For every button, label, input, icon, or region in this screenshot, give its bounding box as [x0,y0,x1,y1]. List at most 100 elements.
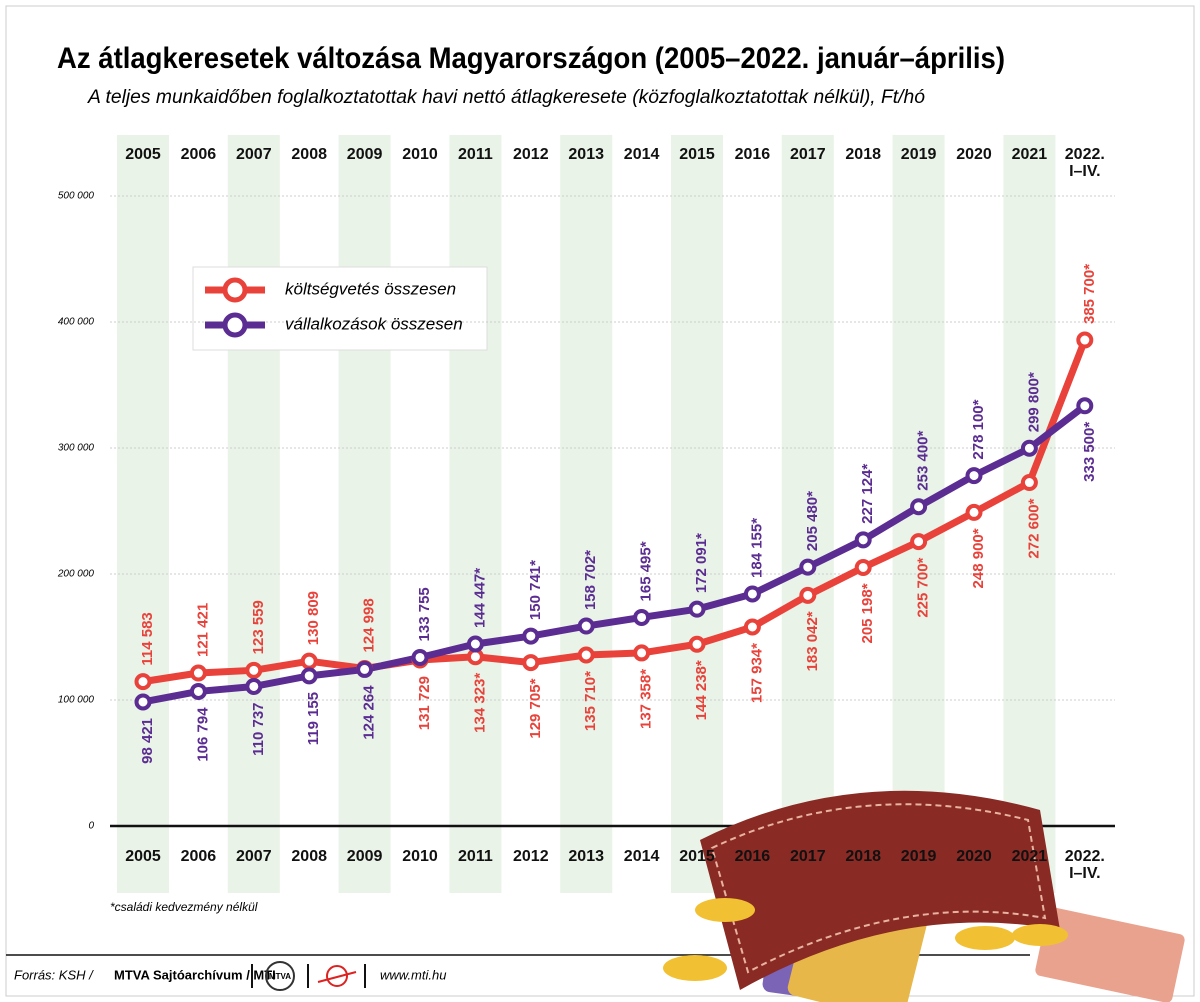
x-tick-label: 2017 [790,146,826,163]
column-band [671,135,723,893]
data-point [522,627,540,645]
x-tick-label: 2014 [623,146,660,163]
data-label: 225 700* [915,557,932,617]
data-label: 133 755 [416,587,433,641]
x-tick-label: 2010 [402,848,438,865]
legend-label: vállalkozások összesen [285,314,463,333]
data-point [189,664,207,682]
data-label: 253 400* [915,430,932,490]
series-line [142,403,1087,706]
data-label: 134 323* [471,673,488,733]
data-label: 123 559 [250,600,267,654]
data-point [688,600,706,618]
data-point [854,558,872,576]
data-point [1020,474,1038,492]
x-tick-label: 2020 [956,848,992,865]
data-point [189,682,207,700]
mti-logo [326,965,348,987]
x-tick-label: 2019 [900,146,937,163]
data-point [854,531,872,549]
legend-marker [222,277,248,303]
data-point [965,467,983,485]
x-tick-label: 2019 [900,848,937,865]
data-label: 150 741* [527,560,544,620]
data-label: 272 600* [1025,498,1042,558]
website: www.mti.hu [380,967,446,982]
x-tick-label: 2014 [623,848,660,865]
x-tick-label: 2021 [1011,848,1048,865]
column-band [338,135,391,893]
y-tick-label: 400 000 [58,317,95,328]
x-tick-label: 2010 [402,146,438,163]
x-tick-label: 2006 [180,146,217,163]
data-label: 129 705* [527,678,544,738]
data-label: 385 700* [1081,264,1098,324]
data-point [799,586,817,604]
data-label: 205 198* [859,583,876,643]
data-label: 124 264 [361,685,378,740]
data-point [356,660,374,678]
data-point [1020,439,1038,457]
data-point [910,533,928,551]
data-point [300,667,318,685]
data-point [633,644,651,662]
data-point [633,608,651,626]
data-label: 278 100* [970,399,987,459]
source-bold: MTVA Sajtóarchívum / MTI [114,967,276,982]
logo-circle [265,961,295,991]
x-tick-label: 2005 [125,848,161,865]
series-line [142,338,1089,686]
x-tick-label: 2013 [568,848,604,865]
column-band [560,135,613,893]
x-tick-label: 2015 [679,848,715,865]
x-tick-label: 2012 [513,146,549,163]
data-label: 205 480* [804,491,821,551]
data-point [134,693,152,711]
data-label: 110 737 [250,702,267,755]
column-band [449,135,502,893]
data-point [1076,331,1094,349]
legend-marker [222,312,248,338]
data-label: 130 809 [305,591,322,645]
mti-logo [317,971,357,983]
data-label: 184 155* [748,518,765,578]
data-label: 165 495* [638,541,655,601]
data-label: 157 934* [748,643,765,703]
x-tick-label: 2009 [346,848,383,865]
data-point [245,661,263,679]
x-tick-label: 2016 [734,848,771,865]
x-tick-label: 2011 [458,146,493,163]
x-tick-label: 2022. I–IV. [1064,848,1105,882]
data-label: 144 238* [693,660,710,720]
x-tick-label: 2009 [346,146,383,163]
x-tick-label: 2018 [845,848,881,865]
frame [5,5,1195,997]
y-tick-label: 200 000 [57,569,95,580]
data-label: 119 155 [305,692,322,745]
data-label: 114 583 [139,612,156,665]
data-point [466,635,484,653]
data-point [799,558,817,576]
x-tick-label: 2008 [291,146,327,163]
data-point [965,503,983,521]
legend-label: költségvetés összesen [285,279,456,298]
y-tick-label: 100 000 [58,695,95,706]
coin [955,926,1015,950]
x-tick-label: 2021 [1011,146,1048,163]
x-tick-label: 2020 [956,146,992,163]
data-point [688,635,706,653]
data-label: 106 794 [194,707,211,762]
data-label: 227 124* [859,464,876,524]
data-point [300,652,318,670]
x-tick-label: 2018 [845,146,881,163]
data-point [1076,397,1094,415]
column-band [227,135,280,893]
x-tick-label: 2011 [458,848,493,865]
data-label: 131 729 [416,676,433,730]
x-tick-label: 2016 [734,146,771,163]
x-tick-label: 2007 [236,146,272,163]
data-point [245,677,263,695]
data-label: 98 421 [139,718,156,764]
footnote: *családi kedvezmény nélkül [110,900,258,914]
